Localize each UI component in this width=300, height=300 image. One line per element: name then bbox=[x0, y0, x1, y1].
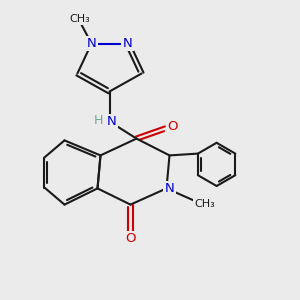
Text: O: O bbox=[167, 120, 178, 134]
Text: H: H bbox=[93, 114, 103, 128]
Text: N: N bbox=[165, 182, 174, 195]
Text: N: N bbox=[123, 37, 132, 50]
Text: CH₃: CH₃ bbox=[69, 14, 90, 24]
Text: CH₃: CH₃ bbox=[194, 199, 215, 209]
Text: N: N bbox=[87, 37, 96, 50]
Text: N: N bbox=[107, 115, 117, 128]
Text: O: O bbox=[125, 232, 136, 245]
